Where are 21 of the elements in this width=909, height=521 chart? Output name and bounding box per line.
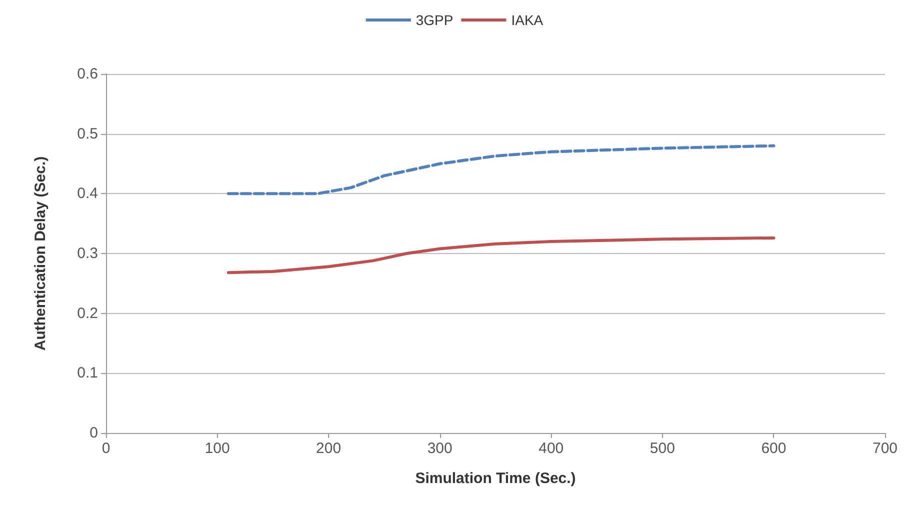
x-axis-title: Simulation Time (Sec.) (415, 470, 576, 487)
y-tick-label: 0.5 (77, 125, 98, 142)
line-series (226, 236, 776, 274)
y-tick-label: 0 (90, 424, 98, 442)
x-tick-label: 0 (102, 440, 110, 457)
x-tick-label: 600 (761, 440, 786, 457)
line-series (226, 144, 776, 196)
legend-label: 3GPP (416, 12, 454, 28)
legend-label: IAKA (511, 12, 544, 28)
y-tick-label: 0.3 (77, 245, 98, 262)
x-tick-label: 300 (427, 440, 452, 457)
x-tick-label: 500 (650, 440, 675, 457)
y-axis-title: Authentication Delay (Sec.) (32, 156, 49, 351)
x-tick-label: 700 (872, 440, 898, 457)
x-tick-label: 100 (204, 440, 230, 457)
y-tick-label: 0.1 (77, 364, 98, 382)
x-tick-label: 400 (538, 440, 564, 457)
y-tick-label: 0.4 (77, 185, 98, 202)
y-tick-label: 0.2 (77, 304, 98, 322)
y-tick-label: 0.6 (77, 66, 98, 82)
x-tick-label: 200 (316, 440, 342, 457)
